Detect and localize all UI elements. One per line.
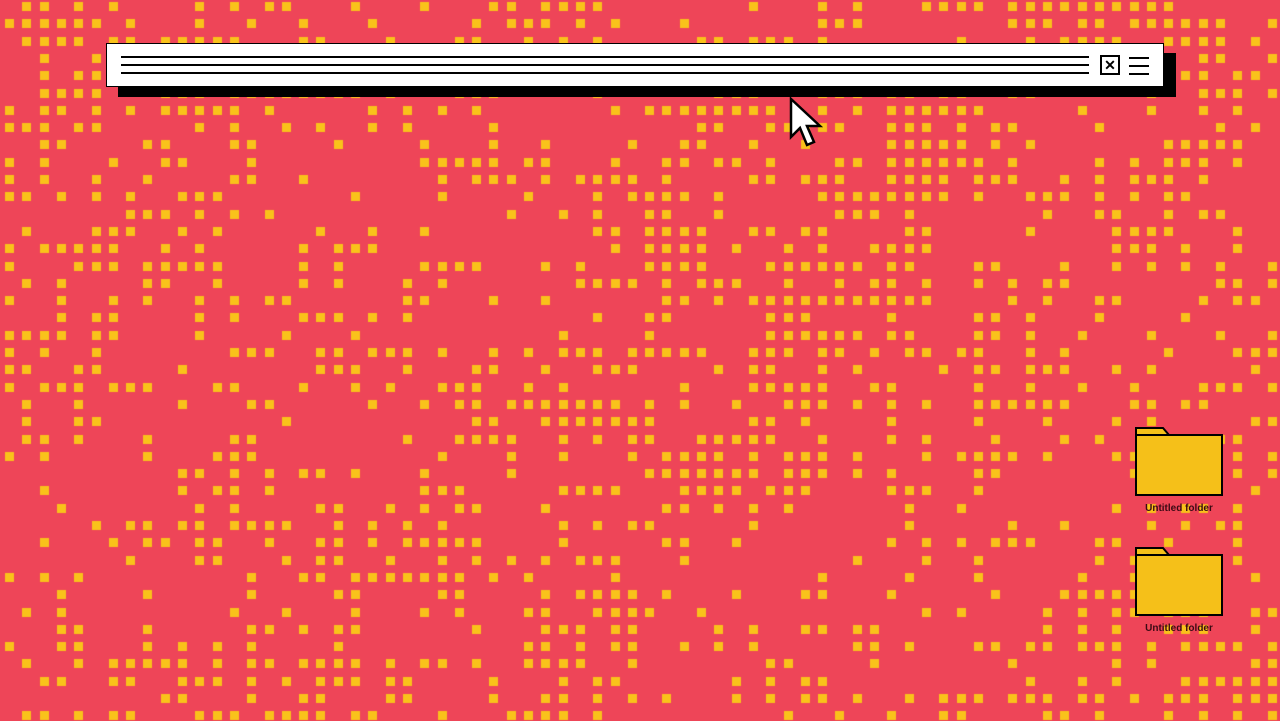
- window-title-bar[interactable]: ✕: [106, 43, 1164, 87]
- mouse-cursor-icon: [789, 97, 823, 147]
- desktop-folder[interactable]: Untitled folder: [1126, 547, 1232, 634]
- folder-label: Untitled folder: [1145, 503, 1213, 514]
- close-icon[interactable]: ✕: [1100, 55, 1120, 75]
- desktop-folder[interactable]: Untitled folder: [1126, 427, 1232, 514]
- folder-icon: [1135, 547, 1223, 616]
- hamburger-menu-icon[interactable]: [1129, 56, 1149, 76]
- title-bar-stripes[interactable]: [121, 56, 1089, 76]
- folder-icon: [1135, 427, 1223, 496]
- close-glyph: ✕: [1104, 57, 1116, 73]
- folder-label: Untitled folder: [1145, 623, 1213, 634]
